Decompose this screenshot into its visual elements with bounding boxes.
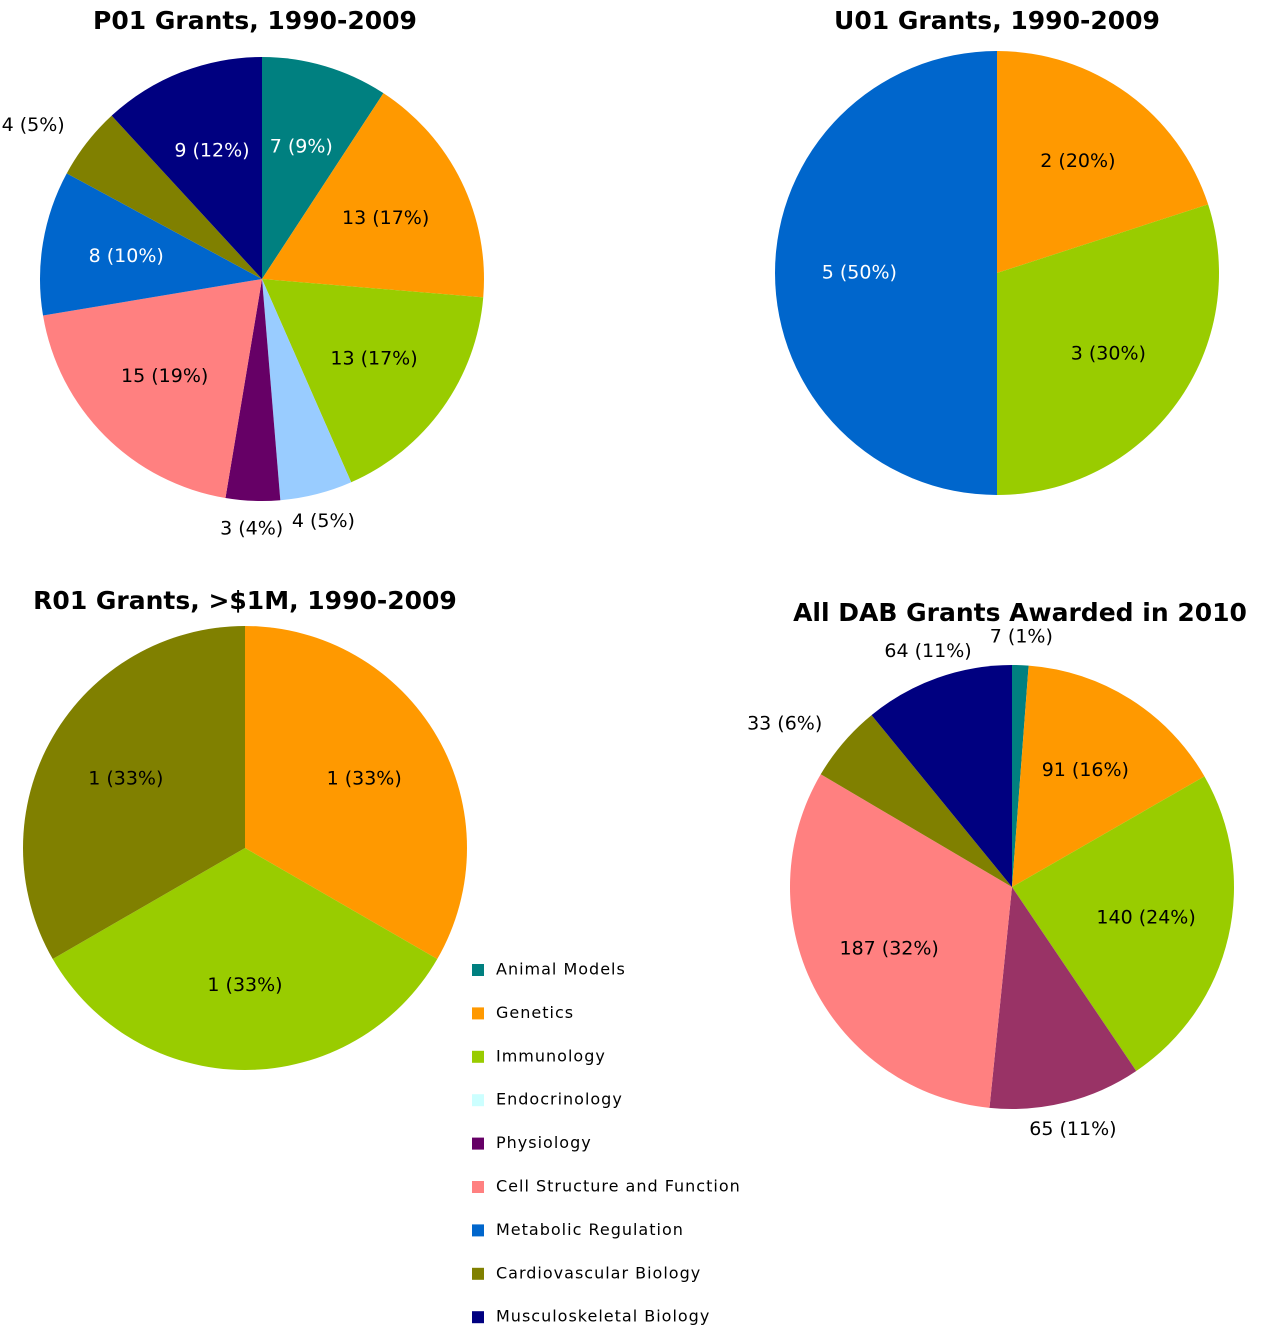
- pie-slice: [997, 51, 1209, 273]
- data-label: 13 (17%): [342, 207, 429, 229]
- data-label: 4 (5%): [2, 114, 65, 136]
- data-label: 65 (11%): [1029, 1118, 1116, 1140]
- pie-slice: [262, 93, 484, 298]
- pie-slice: [43, 279, 263, 498]
- legend-swatch: [472, 1094, 484, 1107]
- pie-slice: [1012, 776, 1234, 1071]
- data-label: 1 (33%): [88, 768, 163, 790]
- pie-slice: [245, 626, 467, 959]
- pie-slice: [775, 51, 997, 495]
- pie-slice: [262, 279, 484, 483]
- data-label: 9 (12%): [174, 139, 249, 161]
- pie-slice: [39, 173, 262, 316]
- data-label: 7 (9%): [270, 136, 333, 158]
- chart-title: P01 Grants, 1990-2009: [93, 6, 417, 35]
- legend-label: Physiology: [496, 1133, 592, 1152]
- chart-title: U01 Grants, 1990-2009: [834, 6, 1160, 35]
- pie-slice: [820, 715, 1012, 887]
- data-label: 7 (1%): [990, 626, 1053, 648]
- pie-slice: [225, 279, 281, 501]
- pie-slice: [997, 204, 1219, 495]
- data-label: 3 (30%): [1071, 342, 1146, 364]
- pie-slice: [111, 57, 262, 279]
- data-label: 1 (33%): [207, 974, 282, 996]
- pie-slice: [989, 887, 1137, 1109]
- pie-slice: [871, 665, 1012, 887]
- legend-label: Genetics: [496, 1003, 574, 1022]
- data-label: 64 (11%): [884, 640, 971, 662]
- legend-label: Metabolic Regulation: [496, 1220, 684, 1239]
- legend-label: Endocrinology: [496, 1090, 623, 1109]
- data-label: 2 (20%): [1040, 150, 1115, 172]
- chart-title: All DAB Grants Awarded in 2010: [793, 598, 1247, 627]
- legend-swatch: [472, 1311, 484, 1324]
- data-label: 4 (5%): [292, 510, 355, 532]
- legend-label: Animal Models: [496, 960, 626, 979]
- legend-label: Cardiovascular Biology: [496, 1263, 701, 1282]
- data-label: 15 (19%): [121, 365, 208, 387]
- data-label: 33 (6%): [747, 713, 822, 735]
- pie-slice: [1012, 665, 1029, 887]
- legend-swatch: [472, 1181, 484, 1193]
- legend-swatch: [472, 1137, 484, 1150]
- legend-swatch: [472, 1050, 484, 1063]
- legend-swatch: [472, 1224, 484, 1237]
- pie-slice: [262, 57, 384, 279]
- pie-slice: [23, 626, 246, 959]
- legend-label: Musculoskeletal Biology: [496, 1307, 710, 1326]
- data-label: 13 (17%): [330, 347, 417, 369]
- data-label: 5 (50%): [822, 262, 897, 284]
- data-label: 8 (10%): [89, 245, 164, 267]
- data-label: 91 (16%): [1042, 759, 1129, 781]
- pie-slice: [1012, 665, 1205, 887]
- chart-title: R01 Grants, >$1M, 1990-2009: [33, 586, 457, 615]
- pie-slice: [262, 279, 352, 501]
- legend-label: Cell Structure and Function: [496, 1177, 741, 1196]
- data-label: 1 (33%): [327, 768, 402, 790]
- legend-swatch: [472, 1267, 484, 1280]
- data-label: 187 (32%): [839, 938, 938, 960]
- pie-slice: [790, 774, 1012, 1108]
- legend-swatch: [472, 964, 484, 976]
- legend-swatch: [472, 1007, 484, 1020]
- pie-slice: [66, 115, 262, 280]
- data-label: 140 (24%): [1096, 907, 1195, 929]
- data-label: 3 (4%): [220, 517, 283, 539]
- legend-label: Immunology: [496, 1046, 606, 1065]
